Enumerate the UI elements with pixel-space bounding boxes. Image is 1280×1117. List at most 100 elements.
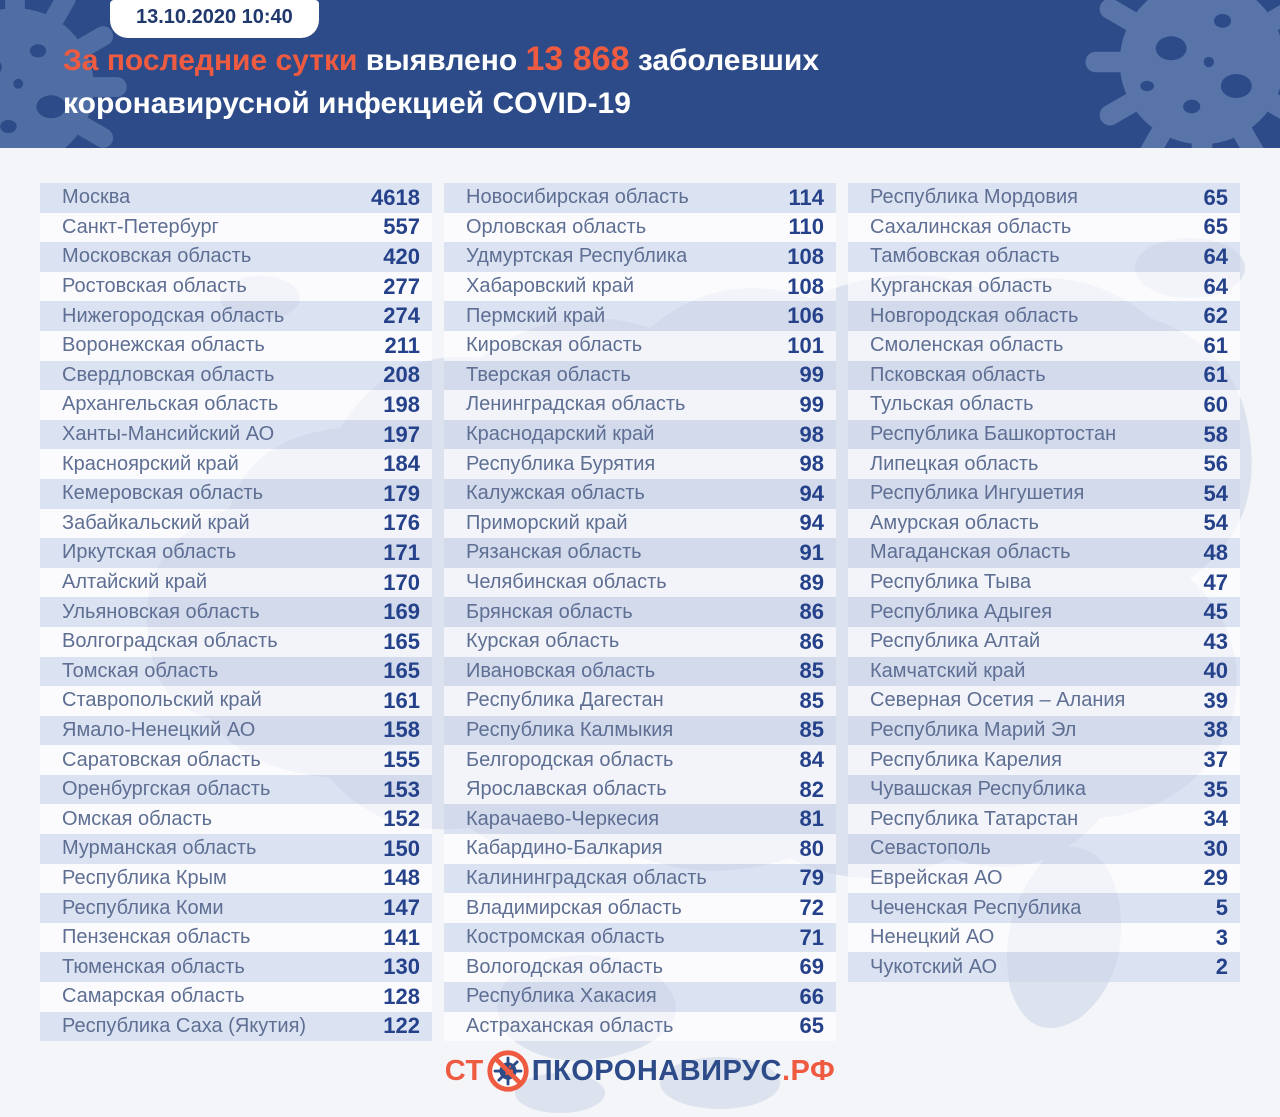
region-value: 122: [383, 1013, 420, 1039]
region-name: Удмуртская Республика: [466, 245, 688, 268]
region-name: Кабардино-Балкария: [466, 837, 663, 860]
region-value: 208: [383, 362, 420, 388]
table-row: Карачаево-Черкесия 81: [444, 804, 836, 835]
region-value: 69: [799, 954, 824, 980]
region-value: 37: [1203, 747, 1228, 773]
region-value: 161: [383, 687, 420, 713]
region-value: 108: [787, 273, 824, 299]
table-row: Свердловская область 208: [40, 360, 432, 391]
region-name: Волгоградская область: [62, 630, 278, 653]
table-row: Приморский край 94: [444, 508, 836, 539]
region-name: Ярославская область: [466, 778, 667, 801]
region-value: 158: [383, 717, 420, 743]
region-name: Чеченская Республика: [870, 896, 1082, 919]
region-name: Ставропольский край: [62, 689, 262, 712]
region-value: 89: [799, 569, 824, 595]
table-row: Новосибирская область 114: [444, 183, 836, 213]
table-row: Кабардино-Балкария 80: [444, 834, 836, 864]
region-value: 108: [787, 243, 824, 269]
table-row: Тюменская область 130: [40, 952, 432, 983]
infographic-header: 13.10.2020 10:40 За последние сутки выяв…: [0, 0, 1280, 148]
region-value: 179: [383, 480, 420, 506]
table-row: Оренбургская область 153: [40, 774, 432, 805]
headline-highlight-count: 13 868: [525, 40, 630, 78]
region-name: Калужская область: [466, 482, 645, 505]
region-value: 2: [1215, 954, 1228, 980]
region-name: Иркутская область: [62, 541, 237, 564]
region-name: Мурманская область: [62, 837, 257, 860]
region-name: Республика Мордовия: [870, 186, 1078, 209]
region-value: 98: [799, 451, 824, 477]
logo-text-st: СТ: [444, 1054, 484, 1087]
region-name: Республика Алтай: [870, 630, 1041, 653]
region-value: 81: [799, 806, 824, 832]
table-row: Костромская область 71: [444, 922, 836, 953]
table-row: Томская область 165: [40, 656, 432, 687]
table-row: Ставропольский край 161: [40, 686, 432, 716]
table-row: Омская область 152: [40, 804, 432, 835]
region-value: 94: [799, 510, 824, 536]
footer-logo: СТ ПКОРОНАВИРУС .РФ: [445, 1048, 835, 1094]
table-row: Владимирская область 72: [444, 893, 836, 923]
table-row: Тамбовская область 64: [848, 242, 1240, 272]
stats-column: Республика Мордовия 65 Сахалинская область…: [848, 183, 1240, 1041]
table-row: Ульяновская область 169: [40, 597, 432, 627]
region-value: 165: [383, 628, 420, 654]
region-value: 169: [383, 599, 420, 625]
table-row: Республика Саха (Якутия) 122: [40, 1011, 432, 1042]
region-name: Республика Дагестан: [466, 689, 664, 712]
region-name: Самарская область: [62, 985, 245, 1008]
table-row: Курганская область 64: [848, 271, 1240, 302]
region-name: Республика Карелия: [870, 748, 1062, 771]
region-name: Челябинская область: [466, 571, 667, 594]
region-name: Курганская область: [870, 275, 1053, 298]
table-row: Москва 4618: [40, 183, 432, 213]
region-value: 171: [383, 539, 420, 565]
logo-text-main: ПКОРОНАВИРУС: [531, 1054, 782, 1087]
region-name: Тульская область: [870, 393, 1034, 416]
region-name: Свердловская область: [62, 363, 275, 386]
region-value: 420: [383, 243, 420, 269]
region-name: Владимирская область: [466, 896, 682, 919]
table-row: Республика Адыгея 45: [848, 597, 1240, 627]
region-value: 153: [383, 776, 420, 802]
table-row: Брянская область 86: [444, 597, 836, 627]
headline-text-2: заболевших: [629, 44, 820, 77]
region-value: 274: [383, 303, 420, 329]
table-row: Саратовская область 155: [40, 745, 432, 775]
date-badge: 13.10.2020 10:40: [110, 0, 319, 38]
table-row: Тульская область 60: [848, 390, 1240, 420]
region-value: 94: [799, 480, 824, 506]
region-value: 4618: [371, 184, 420, 210]
region-value: 40: [1203, 658, 1228, 684]
region-name: Новгородская область: [870, 304, 1079, 327]
region-name: Астраханская область: [466, 1014, 674, 1037]
region-value: 141: [383, 924, 420, 950]
table-row: Ханты-Мансийский АО 197: [40, 419, 432, 450]
region-value: 86: [799, 628, 824, 654]
region-value: 197: [383, 421, 420, 447]
table-row: Ямало-Ненецкий АО 158: [40, 715, 432, 746]
region-name: Ульяновская область: [62, 600, 260, 623]
footer: СТ ПКОРОНАВИРУС .РФ: [0, 1048, 1280, 1094]
table-row: Республика Марий Эл 38: [848, 715, 1240, 746]
table-row: Республика Крым 148: [40, 863, 432, 894]
region-value: 38: [1203, 717, 1228, 743]
region-name: Тверская область: [466, 363, 631, 386]
region-name: Тюменская область: [62, 955, 245, 978]
region-name: Чукотский АО: [870, 955, 998, 978]
region-name: Республика Марий Эл: [870, 718, 1077, 741]
table-row: Ивановская область 85: [444, 656, 836, 687]
region-name: Магаданская область: [870, 541, 1071, 564]
region-value: 54: [1203, 480, 1228, 506]
region-name: Нижегородская область: [62, 304, 285, 327]
table-row: Кемеровская область 179: [40, 478, 432, 509]
table-row: Пензенская область 141: [40, 922, 432, 953]
table-row: Республика Карелия 37: [848, 745, 1240, 775]
table-row: Ненецкий АО 3: [848, 922, 1240, 953]
region-name: Ненецкий АО: [870, 926, 995, 949]
table-row: Республика Тыва 47: [848, 567, 1240, 598]
region-value: 80: [799, 835, 824, 861]
region-name: Республика Ингушетия: [870, 482, 1085, 505]
region-value: 43: [1203, 628, 1228, 654]
